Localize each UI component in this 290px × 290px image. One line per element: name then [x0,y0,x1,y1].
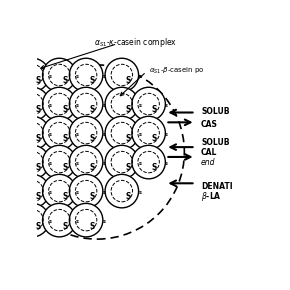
Text: S: S [152,105,157,114]
Text: $\alpha_{S1}$-$\kappa$-casein complex: $\alpha_{S1}$-$\kappa$-casein complex [94,36,177,49]
Text: S: S [36,76,41,85]
Text: S: S [125,105,130,114]
Text: s: s [49,190,52,195]
Text: S: S [62,134,68,144]
Text: S: S [89,222,95,231]
Text: DENATI: DENATI [201,182,233,191]
Text: s: s [76,161,79,166]
Text: SOLUB: SOLUB [201,107,230,116]
Text: end: end [201,158,215,167]
Circle shape [105,87,139,121]
Text: S: S [36,164,41,173]
Circle shape [43,116,76,150]
Circle shape [16,203,49,237]
Circle shape [16,87,49,121]
Text: $\alpha_{S1}$-$\beta$-casein po: $\alpha_{S1}$-$\beta$-casein po [148,66,204,76]
Text: S: S [125,134,130,144]
Text: S: S [62,164,68,173]
Circle shape [69,116,103,150]
Circle shape [132,116,165,150]
Circle shape [69,174,103,208]
Text: s: s [103,103,105,108]
Text: S: S [62,193,68,202]
Circle shape [16,58,49,92]
Text: S: S [89,164,95,173]
Circle shape [132,87,165,121]
Circle shape [105,145,139,179]
Text: s: s [138,74,141,79]
Text: S: S [152,164,157,173]
Text: s: s [76,219,79,224]
Text: S: S [125,193,130,202]
Text: s: s [138,161,141,166]
Text: S: S [36,134,41,144]
Circle shape [16,116,49,150]
Text: S: S [152,134,157,144]
Text: S: S [89,134,95,144]
Circle shape [43,203,76,237]
Text: s: s [165,161,168,166]
Text: S: S [125,76,130,85]
Circle shape [105,116,139,150]
Text: s: s [103,161,105,166]
Text: s: s [49,161,52,166]
Text: s: s [49,103,52,108]
Text: s: s [138,103,141,108]
Circle shape [69,203,103,237]
Text: s: s [103,219,105,224]
Circle shape [69,58,103,92]
Text: s: s [76,132,79,137]
Text: s: s [103,132,105,137]
Circle shape [69,145,103,179]
Text: CAL: CAL [201,148,218,157]
Text: s: s [103,74,105,79]
Text: S: S [62,222,68,231]
Text: s: s [165,132,168,137]
Circle shape [43,87,76,121]
Circle shape [105,58,139,92]
Text: s: s [138,132,141,137]
Text: S: S [36,193,41,202]
Text: s: s [49,132,52,137]
Circle shape [69,87,103,121]
Circle shape [43,58,76,92]
Text: SOLUB: SOLUB [201,138,230,147]
Text: s: s [76,190,79,195]
Circle shape [105,174,139,208]
Text: s: s [49,219,52,224]
Text: S: S [62,105,68,114]
Text: CAS: CAS [201,119,218,129]
Text: S: S [36,222,41,231]
Text: s: s [165,103,168,108]
Text: s: s [49,74,52,79]
Text: s: s [103,190,105,195]
Circle shape [16,145,49,179]
Circle shape [132,145,165,179]
Text: S: S [36,105,41,114]
Text: S: S [125,164,130,173]
Text: S: S [89,76,95,85]
Text: s: s [76,74,79,79]
Text: S: S [89,193,95,202]
Text: S: S [62,76,68,85]
Text: S: S [89,105,95,114]
Text: s: s [76,103,79,108]
Text: $\beta$-LA: $\beta$-LA [201,190,222,203]
Text: s: s [138,190,141,195]
Circle shape [43,145,76,179]
Circle shape [43,174,76,208]
Circle shape [16,174,49,208]
